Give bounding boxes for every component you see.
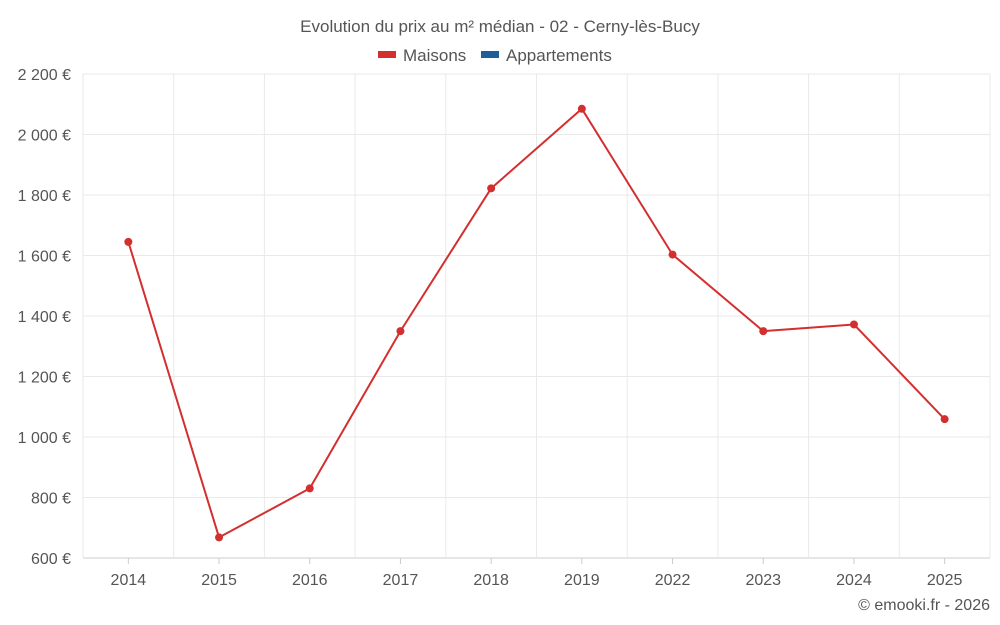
- legend-item-appartements[interactable]: Appartements: [481, 46, 612, 65]
- x-tick-label: 2023: [745, 572, 781, 589]
- data-point-maisons[interactable]: [215, 533, 224, 542]
- x-tick-label: 2019: [564, 572, 600, 589]
- y-tick-label: 2 000 €: [18, 128, 71, 145]
- series-maisons: [124, 104, 949, 542]
- y-tick-label: 1 800 €: [18, 188, 71, 205]
- data-point-maisons[interactable]: [940, 415, 949, 424]
- x-tick-label: 2018: [473, 572, 509, 589]
- legend-item-maisons[interactable]: Maisons: [378, 46, 466, 65]
- data-point-maisons[interactable]: [668, 250, 677, 259]
- data-point-maisons[interactable]: [577, 104, 586, 113]
- y-axis-ticks: 600 € 800 € 1 000 € 1 200 € 1 400 € 1 600 € 1 …: [18, 67, 71, 568]
- x-tick-label: 2016: [292, 572, 328, 589]
- x-tick-label: 2014: [111, 572, 147, 589]
- y-tick-label: 1 200 €: [18, 370, 71, 387]
- y-tick-label: 1 600 €: [18, 249, 71, 266]
- data-point-maisons[interactable]: [487, 184, 496, 193]
- legend-swatch-appartements: [481, 51, 499, 58]
- credit: © emooki.fr - 2026: [858, 597, 990, 614]
- gridlines: [82, 73, 991, 559]
- data-point-maisons[interactable]: [849, 320, 858, 329]
- x-tick-label: 2015: [201, 572, 237, 589]
- series-line-maisons: [127, 107, 946, 539]
- y-tick-label: 2 200 €: [18, 67, 71, 84]
- x-tick-label: 2022: [655, 572, 691, 589]
- y-tick-label: 800 €: [31, 491, 71, 508]
- legend-label-maisons: Maisons: [403, 46, 466, 65]
- data-point-maisons[interactable]: [396, 327, 405, 336]
- legend: Maisons Appartements: [378, 46, 612, 65]
- y-tick-label: 1 000 €: [18, 430, 71, 447]
- legend-swatch-maisons: [378, 51, 396, 58]
- y-tick-label: 1 400 €: [18, 309, 71, 326]
- legend-label-appartements: Appartements: [506, 46, 612, 65]
- y-tick-label: 600 €: [31, 551, 71, 568]
- chart-title: Evolution du prix au m² médian - 02 - Ce…: [300, 17, 700, 36]
- data-point-maisons[interactable]: [759, 327, 768, 336]
- x-tick-label: 2025: [927, 572, 963, 589]
- data-point-maisons[interactable]: [305, 484, 314, 493]
- x-tick-label: 2017: [383, 572, 419, 589]
- x-axis-ticks: 2014 2015 2016 2017 2018 2019 2022 2023 2024 2025: [111, 558, 963, 589]
- x-tick-label: 2024: [836, 572, 872, 589]
- data-point-maisons[interactable]: [124, 237, 133, 246]
